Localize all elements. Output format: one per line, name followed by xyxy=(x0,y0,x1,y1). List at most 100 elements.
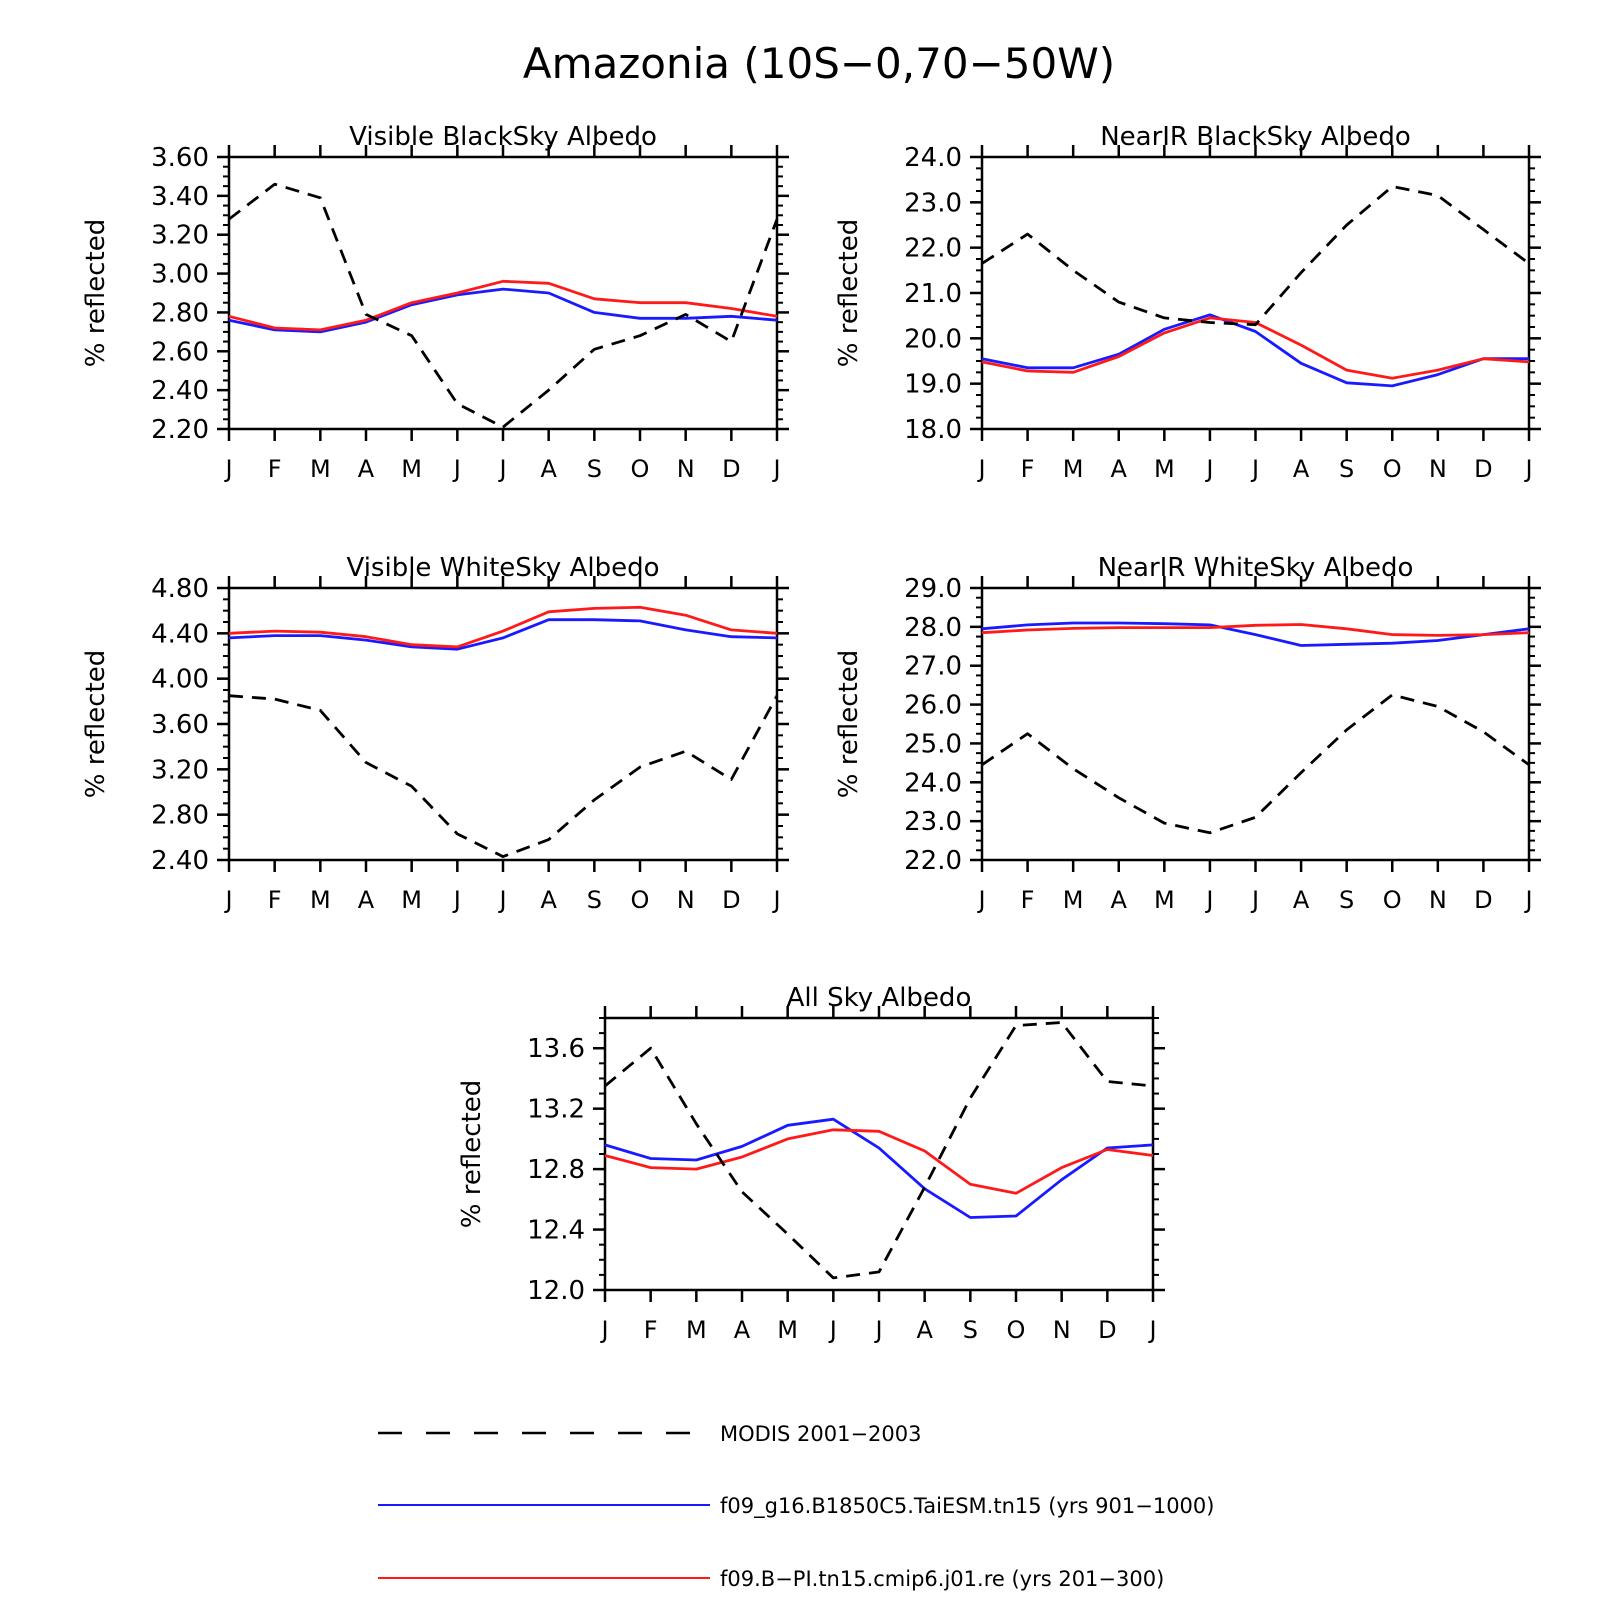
y-tick-label: 22.0 xyxy=(904,846,962,876)
y-tick-label: 3.40 xyxy=(151,182,209,212)
x-tick-label: M xyxy=(686,1316,707,1344)
y-tick-label: 27.0 xyxy=(904,652,962,682)
x-tick-label: M xyxy=(401,886,422,914)
y-tick-label: 13.6 xyxy=(527,1034,585,1064)
y-tick-label: 13.2 xyxy=(527,1095,585,1125)
x-tick-label: A xyxy=(1111,886,1128,914)
x-tick-label: M xyxy=(1154,455,1175,483)
y-tick-label: 4.00 xyxy=(151,665,209,695)
series-line-cmip6 xyxy=(604,1128,1154,1195)
y-axis-label: % reflected xyxy=(81,650,111,798)
x-tick-label: J xyxy=(452,455,461,483)
x-tick-label: A xyxy=(358,455,375,483)
series-line-taiesm xyxy=(981,313,1529,388)
x-tick-label: J xyxy=(599,1316,608,1344)
x-tick-label: M xyxy=(777,1316,798,1344)
x-tick-label: D xyxy=(1474,886,1492,914)
figure-title: Amazonia (10S−0,70−50W) xyxy=(523,39,1115,88)
y-tick-label: 21.0 xyxy=(904,279,962,309)
y-tick-label: 24.0 xyxy=(904,768,962,798)
y-tick-label: 24.0 xyxy=(904,143,962,173)
legend-label-taiesm: f09_g16.B1850C5.TaiESM.tn15 (yrs 901−100… xyxy=(720,1494,1214,1519)
x-tick-label: O xyxy=(631,886,650,914)
series-line-modis xyxy=(228,182,779,429)
y-axis-label: % reflected xyxy=(81,219,111,367)
x-tick-label: O xyxy=(1383,455,1402,483)
y-tick-label: 19.0 xyxy=(904,370,962,400)
y-tick-label: 22.0 xyxy=(904,234,962,264)
y-tick-label: 12.4 xyxy=(527,1216,585,1246)
y-axis-label: % reflected xyxy=(834,219,864,367)
y-tick-label: 29.0 xyxy=(904,574,962,604)
x-tick-label: J xyxy=(1250,886,1259,914)
x-tick-label: A xyxy=(1111,455,1128,483)
y-axis-label: % reflected xyxy=(834,650,864,798)
x-tick-label: D xyxy=(1474,455,1492,483)
x-tick-label: J xyxy=(223,455,232,483)
series-line-cmip6 xyxy=(981,623,1530,637)
series-line-taiesm xyxy=(981,621,1530,647)
x-tick-label: A xyxy=(734,1316,751,1344)
x-tick-label: M xyxy=(1154,886,1175,914)
x-tick-label: J xyxy=(873,1316,882,1344)
y-tick-label: 2.80 xyxy=(151,801,209,831)
legend: MODIS 2001−2003 f09_g16.B1850C5.TaiESM.tn… xyxy=(378,1422,1214,1591)
x-tick-label: J xyxy=(1147,1316,1156,1344)
x-tick-label: M xyxy=(310,886,331,914)
x-tick-label: O xyxy=(631,455,650,483)
x-tick-label: A xyxy=(540,886,557,914)
x-tick-label: S xyxy=(963,1316,978,1344)
x-tick-label: D xyxy=(722,455,740,483)
x-tick-label: J xyxy=(976,886,985,914)
legend-label-modis: MODIS 2001−2003 xyxy=(720,1422,922,1446)
x-tick-label: F xyxy=(1021,886,1035,914)
y-tick-label: 3.60 xyxy=(151,710,209,740)
x-tick-label: S xyxy=(1339,886,1354,914)
y-tick-label: 18.0 xyxy=(904,415,962,445)
x-tick-label: F xyxy=(1021,455,1035,483)
y-tick-label: 2.20 xyxy=(151,415,209,445)
plot-frame xyxy=(227,155,779,431)
x-tick-label: M xyxy=(310,455,331,483)
y-tick-label: 2.40 xyxy=(151,376,209,406)
x-tick-label: S xyxy=(587,886,602,914)
y-tick-label: 4.80 xyxy=(151,574,209,604)
x-tick-label: A xyxy=(916,1316,933,1344)
series-line-modis xyxy=(604,1021,1154,1280)
y-tick-label: 2.40 xyxy=(151,846,209,876)
x-tick-label: J xyxy=(771,886,780,914)
plot-frame xyxy=(603,1016,1155,1292)
x-tick-label: M xyxy=(1063,455,1084,483)
series-line-modis xyxy=(981,185,1530,327)
y-tick-label: 26.0 xyxy=(904,691,962,721)
x-tick-label: J xyxy=(1250,455,1259,483)
x-tick-label: F xyxy=(644,1316,658,1344)
x-tick-label: A xyxy=(540,455,557,483)
y-tick-label: 12.0 xyxy=(527,1276,585,1306)
series-line-cmip6 xyxy=(228,279,778,332)
x-tick-label: J xyxy=(771,455,780,483)
x-tick-label: D xyxy=(1098,1316,1116,1344)
series-line-taiesm xyxy=(228,618,778,651)
x-tick-label: N xyxy=(1429,886,1447,914)
x-tick-label: N xyxy=(677,886,695,914)
y-tick-label: 2.60 xyxy=(151,337,209,367)
x-tick-label: F xyxy=(268,455,282,483)
series-line-cmip6 xyxy=(981,316,1530,380)
series-line-taiesm xyxy=(604,1117,1154,1219)
x-tick-label: F xyxy=(268,886,282,914)
x-tick-label: O xyxy=(1007,1316,1026,1344)
y-tick-label: 28.0 xyxy=(904,613,962,643)
y-tick-label: 3.60 xyxy=(151,143,209,173)
x-tick-label: M xyxy=(1063,886,1084,914)
legend-label-cmip6: f09.B−PI.tn15.cmip6.j01.re (yrs 201−300) xyxy=(720,1567,1164,1591)
series-line-modis xyxy=(228,694,779,858)
x-tick-label: J xyxy=(1204,455,1213,483)
x-tick-label: N xyxy=(1429,455,1447,483)
x-tick-label: J xyxy=(976,455,985,483)
